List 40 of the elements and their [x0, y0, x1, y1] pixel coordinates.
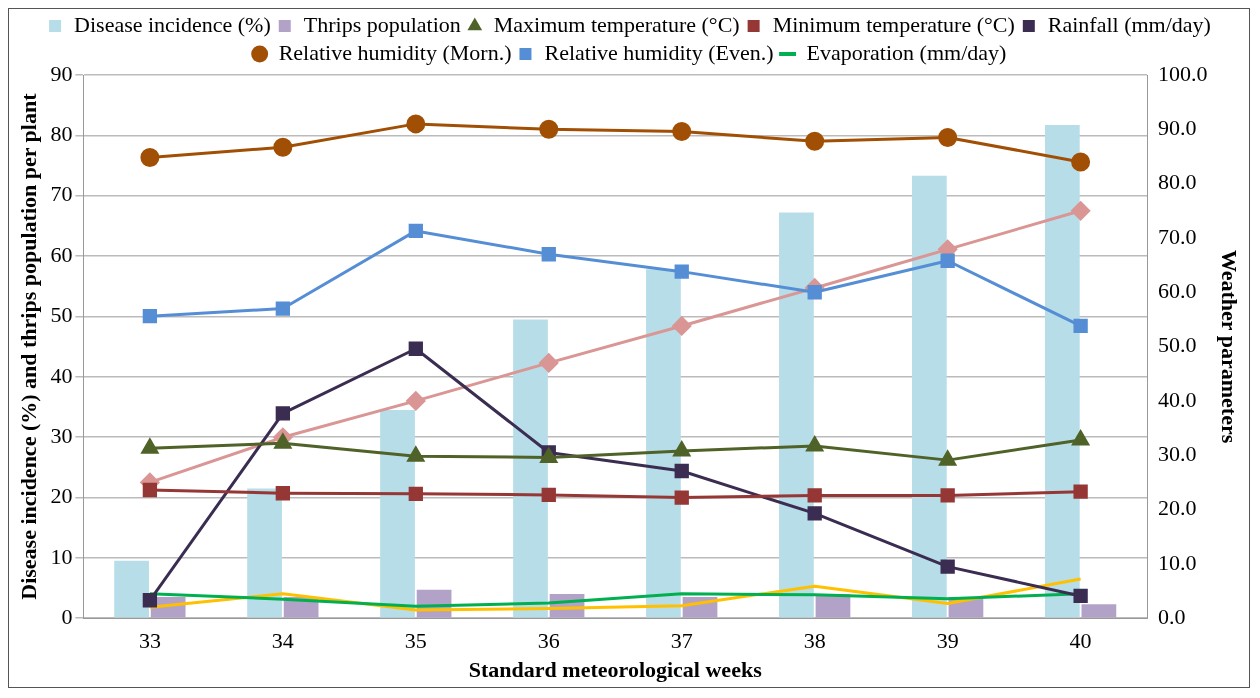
legend-label: Evaporation (mm/day) [806, 39, 1007, 65]
x-axis-title: Standard meteorological weeks [468, 657, 763, 683]
legend-label: Maximum temperature (°C) [493, 11, 740, 37]
y-tick-label: 40 [50, 362, 73, 388]
y-tick-label: 70 [50, 181, 73, 207]
x-tick-label: 39 [936, 628, 959, 654]
y2-tick-label: 50.0 [1158, 332, 1197, 358]
y-tick-label: 10 [50, 543, 73, 569]
y2-tick-label: 20.0 [1158, 495, 1197, 521]
y2-tick-label: 80.0 [1158, 169, 1197, 195]
x-tick-label: 37 [670, 628, 693, 654]
y2-tick-label: 70.0 [1158, 223, 1197, 249]
y2-tick-label: 0.0 [1158, 603, 1186, 629]
x-tick-label: 35 [404, 628, 427, 654]
x-tick-label: 36 [537, 628, 560, 654]
y2-tick-label: 100.0 [1158, 60, 1208, 86]
y2-tick-label: 40.0 [1158, 386, 1197, 412]
legend-label: Relative humidity (Even.) [544, 39, 774, 65]
x-tick-label: 34 [271, 628, 294, 654]
x-tick-label: 40 [1069, 628, 1092, 654]
y-tick-label: 0 [61, 603, 73, 629]
y2-axis-title: Weather parameters [1217, 249, 1243, 444]
y-tick-label: 20 [50, 483, 73, 509]
legend-label: Thrips population [303, 11, 461, 37]
y-tick-label: 90 [50, 60, 73, 86]
y-axis-title: Disease incidence (%) and thrips population per plant [15, 92, 41, 600]
y-tick-label: 60 [50, 241, 73, 267]
x-tick-label: 38 [803, 628, 826, 654]
x-tick-label: 33 [138, 628, 161, 654]
y2-tick-label: 10.0 [1158, 549, 1197, 575]
y2-tick-label: 90.0 [1158, 115, 1197, 141]
legend-label: Disease incidence (%) [74, 11, 271, 37]
legend-label: Rainfall (mm/day) [1047, 11, 1211, 37]
legend-label: Relative humidity (Morn.) [278, 39, 512, 65]
y-tick-label: 50 [50, 302, 73, 328]
y2-tick-label: 60.0 [1158, 278, 1197, 304]
y2-tick-label: 30.0 [1158, 441, 1197, 467]
y-tick-label: 30 [50, 422, 73, 448]
legend-label: Minimum temperature (°C) [772, 11, 1015, 37]
y-tick-label: 80 [50, 121, 73, 147]
